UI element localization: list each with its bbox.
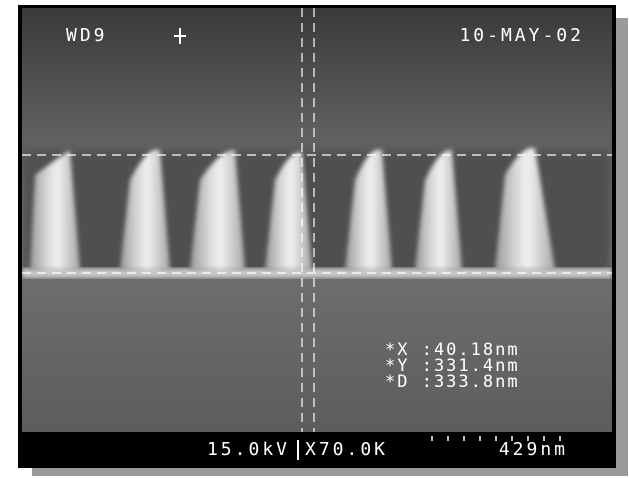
scale-label: 429nm — [499, 439, 568, 460]
working-distance: WD9 — [66, 25, 108, 46]
page: WD9 10-MAY-02 *X :40.18nm *Y :331.4nm *D… — [0, 0, 629, 478]
measurement: *D :333.8nm — [385, 372, 520, 392]
sem-image: WD9 10-MAY-02 *X :40.18nm *Y :331.4nm *D… — [0, 0, 629, 478]
voltage: 15.0kV — [207, 439, 290, 460]
micrograph — [22, 8, 612, 434]
date: 10-MAY-02 — [459, 25, 584, 46]
magnification: X70.0K — [305, 439, 388, 460]
